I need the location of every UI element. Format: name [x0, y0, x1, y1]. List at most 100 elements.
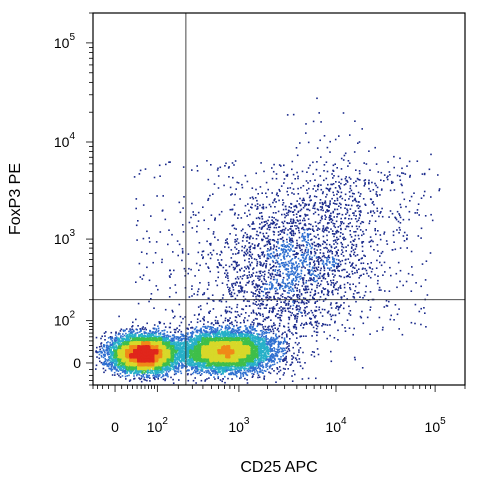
- event-dot: [264, 224, 267, 226]
- event-dot: [340, 182, 342, 185]
- event-dot: [152, 331, 155, 333]
- event-dot: [243, 321, 245, 324]
- event-dot: [294, 257, 296, 259]
- event-dot: [390, 274, 392, 277]
- event-dot: [348, 214, 351, 217]
- event-dot: [319, 311, 322, 314]
- event-dot: [139, 276, 142, 278]
- event-dot: [281, 221, 283, 223]
- event-dot: [157, 327, 160, 330]
- event-dot: [237, 290, 240, 292]
- event-dot: [186, 360, 188, 363]
- event-dot: [342, 222, 345, 225]
- event-dot: [356, 269, 358, 272]
- event-dot: [317, 258, 319, 261]
- event-dot: [330, 282, 333, 284]
- event-dot: [253, 247, 256, 250]
- event-dot: [269, 345, 272, 348]
- event-dot: [408, 210, 411, 213]
- event-dot: [269, 288, 272, 291]
- event-dot: [248, 280, 250, 283]
- event-dot: [277, 340, 280, 343]
- event-dot: [336, 167, 338, 169]
- event-dot: [279, 319, 281, 321]
- event-dot: [168, 275, 171, 277]
- event-dot: [129, 336, 132, 338]
- event-dot: [365, 229, 367, 231]
- event-dot: [361, 245, 364, 248]
- event-dot: [227, 331, 230, 334]
- event-dot: [268, 350, 271, 352]
- event-dot: [204, 334, 206, 336]
- event-dot: [382, 274, 384, 276]
- event-dot: [154, 378, 156, 381]
- event-dot: [133, 330, 135, 332]
- event-dot: [272, 364, 274, 366]
- event-dot: [266, 237, 269, 239]
- event-dot: [225, 306, 228, 308]
- event-dot: [181, 364, 183, 366]
- event-dot: [250, 364, 253, 367]
- event-dot: [327, 283, 330, 286]
- event-dot: [332, 222, 334, 225]
- event-dot: [191, 285, 193, 287]
- event-dot: [226, 283, 228, 286]
- event-dot: [331, 269, 333, 272]
- event-dot: [180, 358, 183, 361]
- event-dot: [177, 371, 180, 373]
- event-dot: [282, 276, 285, 279]
- event-dot: [165, 371, 168, 373]
- event-dot: [306, 192, 309, 195]
- event-dot: [330, 249, 332, 252]
- event-dot: [327, 294, 330, 297]
- event-dot: [270, 252, 273, 255]
- event-dot: [263, 333, 265, 335]
- event-dot: [350, 255, 352, 258]
- event-dot: [111, 354, 114, 357]
- event-dot: [292, 271, 295, 273]
- event-dot: [313, 293, 316, 296]
- event-dot: [191, 339, 194, 341]
- event-dot: [301, 315, 303, 317]
- event-dot: [168, 335, 170, 337]
- event-dot: [296, 304, 298, 307]
- event-dot: [261, 324, 263, 326]
- event-dot: [313, 351, 315, 354]
- event-dot: [249, 369, 251, 371]
- event-dot: [327, 256, 329, 258]
- event-dot: [113, 344, 115, 347]
- event-dot: [251, 203, 253, 206]
- event-dot: [195, 329, 198, 332]
- event-dot: [354, 238, 356, 241]
- event-dot: [283, 325, 286, 328]
- event-dot: [312, 225, 314, 228]
- event-dot: [111, 368, 114, 371]
- event-dot: [323, 229, 326, 231]
- event-dot: [248, 336, 251, 338]
- event-dot: [292, 253, 295, 256]
- event-dot: [125, 378, 127, 380]
- event-dot: [333, 243, 335, 245]
- event-dot: [336, 305, 338, 308]
- event-dot: [276, 223, 278, 225]
- event-dot: [314, 320, 317, 323]
- event-dot: [140, 377, 143, 380]
- event-dot: [109, 363, 112, 366]
- event-dot: [113, 339, 116, 341]
- event-dot: [262, 271, 264, 273]
- event-dot: [273, 350, 275, 352]
- event-dot: [103, 344, 106, 347]
- event-dot: [281, 310, 284, 312]
- event-dot: [301, 285, 304, 287]
- event-dot: [190, 362, 192, 364]
- event-dot: [338, 259, 340, 261]
- event-dot: [105, 349, 107, 351]
- event-dot: [384, 271, 386, 273]
- event-dot: [222, 332, 224, 334]
- event-dot: [358, 277, 360, 279]
- event-dot: [410, 321, 413, 324]
- event-dot: [115, 344, 117, 347]
- event-dot: [296, 296, 299, 299]
- event-dot: [140, 380, 143, 383]
- event-dot: [257, 254, 260, 256]
